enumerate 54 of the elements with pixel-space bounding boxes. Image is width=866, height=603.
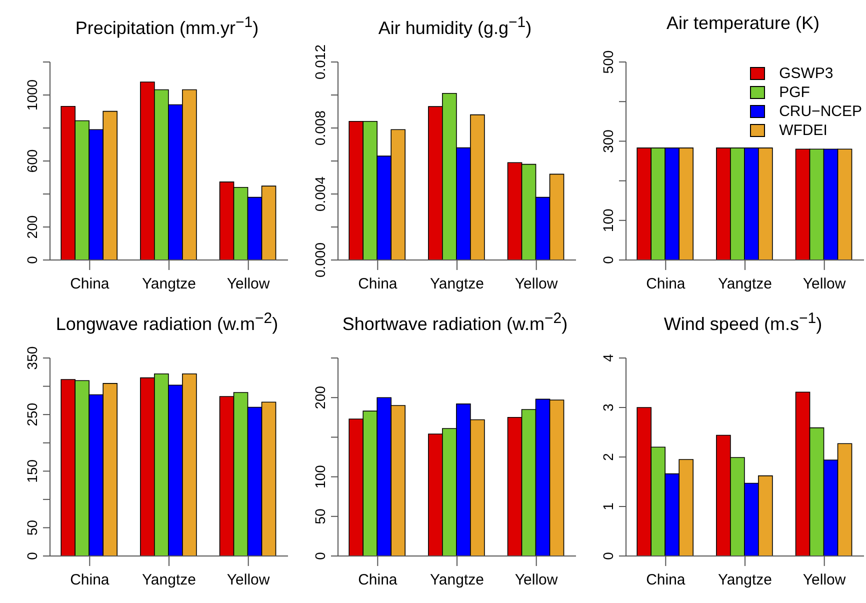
x-tick-label: Yellow: [514, 276, 558, 293]
chart-title: Longwave radiation (w.m$^{−2}$): [54, 309, 280, 334]
x-tick-label: China: [70, 572, 110, 589]
y-tick-label: 500: [600, 50, 616, 74]
x-tick-label: Yellow: [514, 572, 558, 589]
y-tick-label: 0: [312, 552, 328, 560]
y-tick-label: 150: [24, 459, 40, 483]
x-tick-label: China: [358, 276, 398, 293]
x-tick-label: Yangtze: [718, 572, 772, 589]
y-tick-label: 0: [600, 552, 616, 560]
y-tick-label: 0.012: [312, 44, 328, 80]
chart-title: Wind speed (m.s$^{−1}$): [662, 309, 824, 334]
x-tick-label: Yangtze: [142, 276, 196, 293]
x-tick-label: China: [646, 572, 686, 589]
x-tick-label: China: [70, 276, 110, 293]
x-tick-label: Yangtze: [430, 276, 484, 293]
y-tick-label: 600: [24, 149, 40, 173]
y-tick-label: 0.008: [312, 110, 328, 146]
y-tick-label: 1000: [24, 79, 40, 111]
chart-title: Precipitation (mm.yr$^{−1}$): [74, 13, 260, 38]
y-tick-label: 3: [600, 403, 616, 412]
x-tick-label: Yangtze: [430, 572, 484, 589]
x-tick-label: Yangtze: [718, 276, 772, 293]
x-tick-label: China: [358, 572, 398, 589]
legend-label: GSWP3: [779, 65, 834, 82]
y-tick-label: 250: [24, 402, 40, 426]
y-tick-label: 50: [312, 508, 328, 524]
legend-label: PGF: [779, 84, 810, 101]
y-tick-label: 100: [600, 208, 616, 232]
y-tick-label: 200: [312, 386, 328, 410]
y-tick-label: 2: [600, 452, 616, 461]
x-tick-label: Yellow: [802, 276, 846, 293]
y-tick-label: 0: [24, 552, 40, 560]
x-tick-label: China: [646, 276, 686, 293]
y-tick-label: 300: [600, 129, 616, 153]
y-tick-label: 0: [600, 256, 616, 264]
y-tick-label: 0.000: [312, 242, 328, 278]
x-tick-label: Yellow: [226, 572, 270, 589]
legend-label: CRU−NCEP: [779, 103, 862, 120]
x-tick-label: Yangtze: [142, 572, 196, 589]
y-tick-label: 0: [24, 256, 40, 264]
legend-label: WFDEI: [779, 122, 828, 139]
y-tick-label: 4: [600, 354, 616, 362]
y-tick-label: 200: [24, 215, 40, 239]
y-tick-label: 100: [312, 464, 328, 488]
y-tick-label: 1: [600, 502, 616, 510]
chart-title: Air temperature (K): [665, 12, 821, 35]
y-tick-label: 0.004: [312, 176, 328, 212]
y-tick-label: 50: [24, 520, 40, 536]
chart-title: Shortwave radiation (w.m$^{−2}$): [341, 309, 569, 334]
chart-title: Air humidity (g.g$^{−1}$): [377, 13, 533, 38]
y-tick-label: 350: [24, 346, 40, 370]
x-tick-label: Yellow: [226, 276, 270, 293]
x-tick-label: Yellow: [802, 572, 846, 589]
